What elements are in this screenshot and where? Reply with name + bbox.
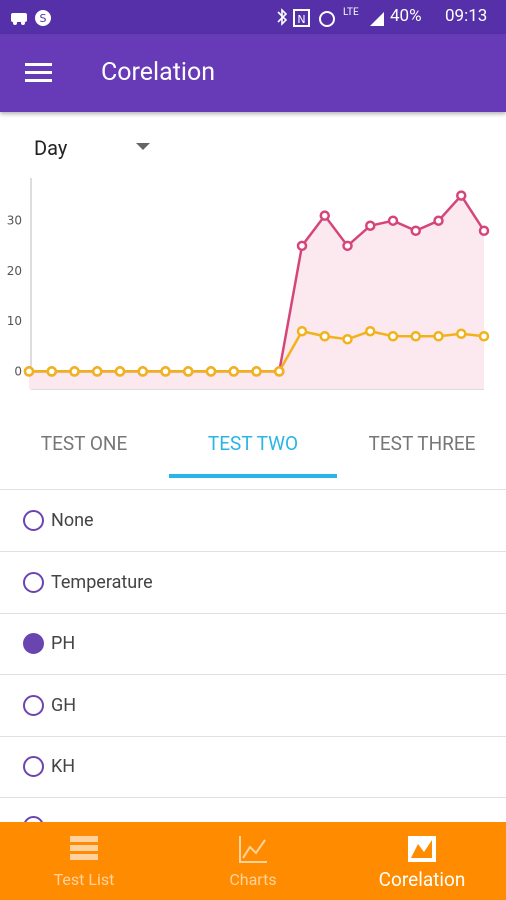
option-label: KH xyxy=(51,756,76,777)
radio xyxy=(23,694,44,716)
nav-label: Corelation xyxy=(378,868,466,891)
point xyxy=(296,240,308,252)
bottom-nav: Test List Charts Corelation xyxy=(0,822,506,900)
nav-icon xyxy=(70,836,98,860)
point xyxy=(365,220,376,231)
option-label: GH xyxy=(51,694,77,716)
y-tick-label: 30 xyxy=(7,214,22,228)
dropdown-value: Day xyxy=(34,136,68,160)
point xyxy=(410,225,421,236)
y-tick-label: 20 xyxy=(7,264,22,278)
option-row[interactable]: None xyxy=(0,490,506,552)
radio xyxy=(23,633,44,654)
svg-text:S: S xyxy=(40,12,47,25)
clock: 09:13 xyxy=(445,6,488,26)
point xyxy=(69,366,80,377)
point xyxy=(251,366,262,377)
area xyxy=(29,195,484,389)
option-row[interactable]: Temperature xyxy=(0,552,506,614)
tab[interactable]: TEST THREE xyxy=(368,432,476,455)
point xyxy=(410,331,421,342)
option-label: None xyxy=(51,510,94,531)
tab[interactable]: TEST ONE xyxy=(40,432,128,455)
point xyxy=(342,334,353,345)
option-label: PH xyxy=(51,633,76,654)
point xyxy=(92,366,103,377)
option-row[interactable]: KH xyxy=(0,736,506,798)
point xyxy=(433,215,444,226)
tab-indicator xyxy=(169,474,337,478)
nav-item[interactable]: Charts xyxy=(169,822,337,900)
nav-item[interactable]: Test List xyxy=(0,822,168,900)
dropdown[interactable]: Day xyxy=(20,128,160,168)
point xyxy=(456,328,467,339)
option-row[interactable]: GH xyxy=(0,675,506,737)
point xyxy=(387,215,399,226)
radio xyxy=(23,510,44,531)
nav-icon xyxy=(408,836,436,862)
point xyxy=(365,325,376,337)
point xyxy=(274,366,285,377)
point xyxy=(387,331,399,342)
point xyxy=(478,225,490,236)
status-bar: S N LTE 40% 09:13 xyxy=(0,0,506,34)
option-row[interactable]: PH xyxy=(0,613,506,675)
chart: 0 10 20 30 xyxy=(7,178,490,390)
nav-item[interactable]: Corelation xyxy=(338,822,506,900)
dropdown-arrow xyxy=(136,143,150,150)
point xyxy=(228,366,239,377)
point xyxy=(183,366,194,377)
nav-label: Charts xyxy=(229,870,277,889)
app-title: Corelation xyxy=(101,58,216,87)
point xyxy=(296,325,308,337)
battery: 40% xyxy=(390,6,422,26)
radio xyxy=(23,571,44,593)
menu-button[interactable] xyxy=(25,63,53,83)
point xyxy=(433,331,444,342)
point xyxy=(478,331,490,342)
point xyxy=(137,366,148,377)
y-tick-label: 0 xyxy=(14,364,22,378)
system-icons: N xyxy=(277,8,384,27)
point xyxy=(114,366,126,377)
status-icons: S xyxy=(11,10,51,26)
y-tick-label: 10 xyxy=(7,314,22,328)
point xyxy=(205,366,217,377)
point xyxy=(342,240,353,252)
network: LTE xyxy=(343,7,359,18)
svg-text:N: N xyxy=(297,13,305,26)
divider xyxy=(0,489,506,490)
app-bar: Corelation xyxy=(0,34,506,112)
nav-icon xyxy=(239,836,267,863)
option-label: Temperature xyxy=(51,571,153,593)
point xyxy=(319,331,330,342)
point xyxy=(46,366,57,377)
radio xyxy=(23,756,44,777)
point xyxy=(160,366,171,377)
point xyxy=(319,210,330,221)
tab[interactable]: TEST TWO xyxy=(207,432,299,455)
nav-label: Test List xyxy=(53,870,115,889)
point xyxy=(456,190,467,201)
point xyxy=(23,366,35,377)
